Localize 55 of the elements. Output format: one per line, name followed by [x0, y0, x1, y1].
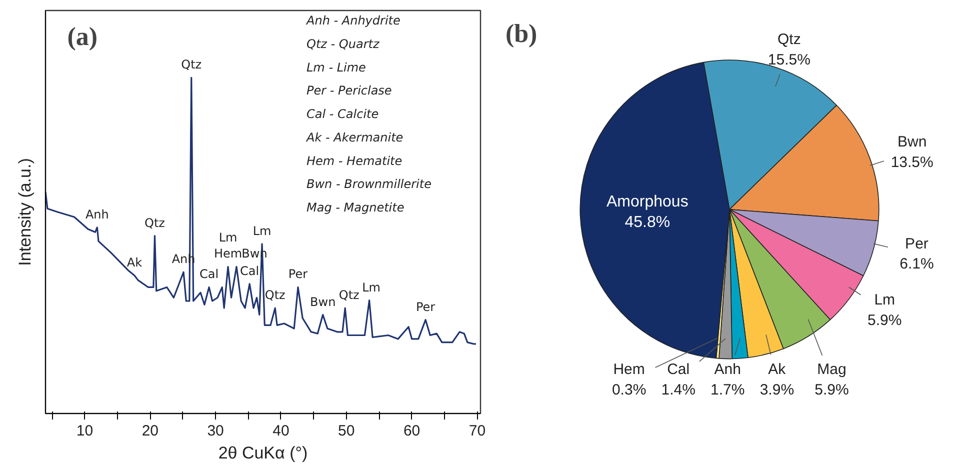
- chart-title: (a): [67, 22, 98, 51]
- annotation: Qtz: [181, 58, 202, 72]
- y-axis-title: Intensity (a.u.): [16, 158, 34, 266]
- slice-label: Qtz: [778, 30, 801, 48]
- slice-label: Bwn: [898, 134, 927, 151]
- data-label: 1.7%: [710, 382, 745, 399]
- annotation: Cal: [240, 264, 260, 278]
- annotation: Anh: [85, 207, 109, 222]
- data-label: 5.9%: [868, 312, 902, 330]
- data-label: 1.4%: [661, 382, 696, 399]
- annotation: Cal - Calcite: [306, 107, 379, 122]
- x-tick-label: 10: [76, 422, 94, 440]
- annotation: Ak - Akermanite: [306, 130, 404, 144]
- annotation: Lm: [218, 230, 238, 245]
- data-label: 15.5%: [768, 51, 810, 68]
- annotation: Ak: [126, 255, 142, 270]
- annotation: Hem - Hematite: [306, 154, 402, 168]
- x-tick-label: 60: [403, 422, 420, 440]
- annotation: Per - Periclase: [306, 84, 392, 98]
- slice-label: Cal: [667, 361, 690, 378]
- x-tick-label: 30: [207, 422, 224, 440]
- annotation: Qtz: [338, 288, 360, 302]
- text: Anh - Anhydrite: [306, 14, 400, 28]
- slice-label: Lm: [874, 292, 896, 309]
- slice-label: Amorphous: [606, 194, 688, 211]
- text: Lm - Lime: [306, 60, 366, 74]
- annotation: Lm: [252, 224, 272, 238]
- x-axis-title: 2θ CuKα (°): [218, 444, 308, 462]
- chart-title: (b): [505, 18, 538, 48]
- data-label: 5.9%: [814, 382, 849, 399]
- annotation: Qtz: [264, 288, 286, 302]
- x-tick-label: 70: [468, 422, 486, 440]
- data-label: 13.5%: [890, 154, 934, 171]
- slice-label: Per: [905, 235, 928, 252]
- annotation: Lm: [362, 280, 380, 294]
- annotation: Per: [416, 300, 436, 314]
- data-label: 3.9%: [760, 382, 794, 399]
- slice-label: Hem: [613, 361, 645, 378]
- x-tick-label: 40: [272, 422, 290, 440]
- x-tick-label: 50: [338, 422, 355, 440]
- annotation: Hem: [214, 246, 242, 261]
- annotation: Cal: [200, 267, 219, 282]
- data-label: 0.3%: [612, 382, 646, 399]
- slice-label: Anh: [714, 361, 742, 378]
- data-label: 6.1%: [900, 256, 934, 273]
- annotation: Qtz: [144, 216, 165, 230]
- slice-label: Ak: [768, 361, 786, 378]
- slice-label: Mag: [817, 361, 846, 378]
- annotation: Mag - Magnetite: [306, 200, 404, 215]
- text: Qtz - Quartz: [306, 36, 380, 51]
- annotation: Bwn - Brownmillerite: [306, 177, 432, 192]
- annotation: Bwn: [310, 294, 336, 309]
- annotation: Per: [288, 267, 308, 282]
- data-label: 45.8%: [624, 214, 670, 232]
- x-tick-label: 20: [142, 422, 159, 440]
